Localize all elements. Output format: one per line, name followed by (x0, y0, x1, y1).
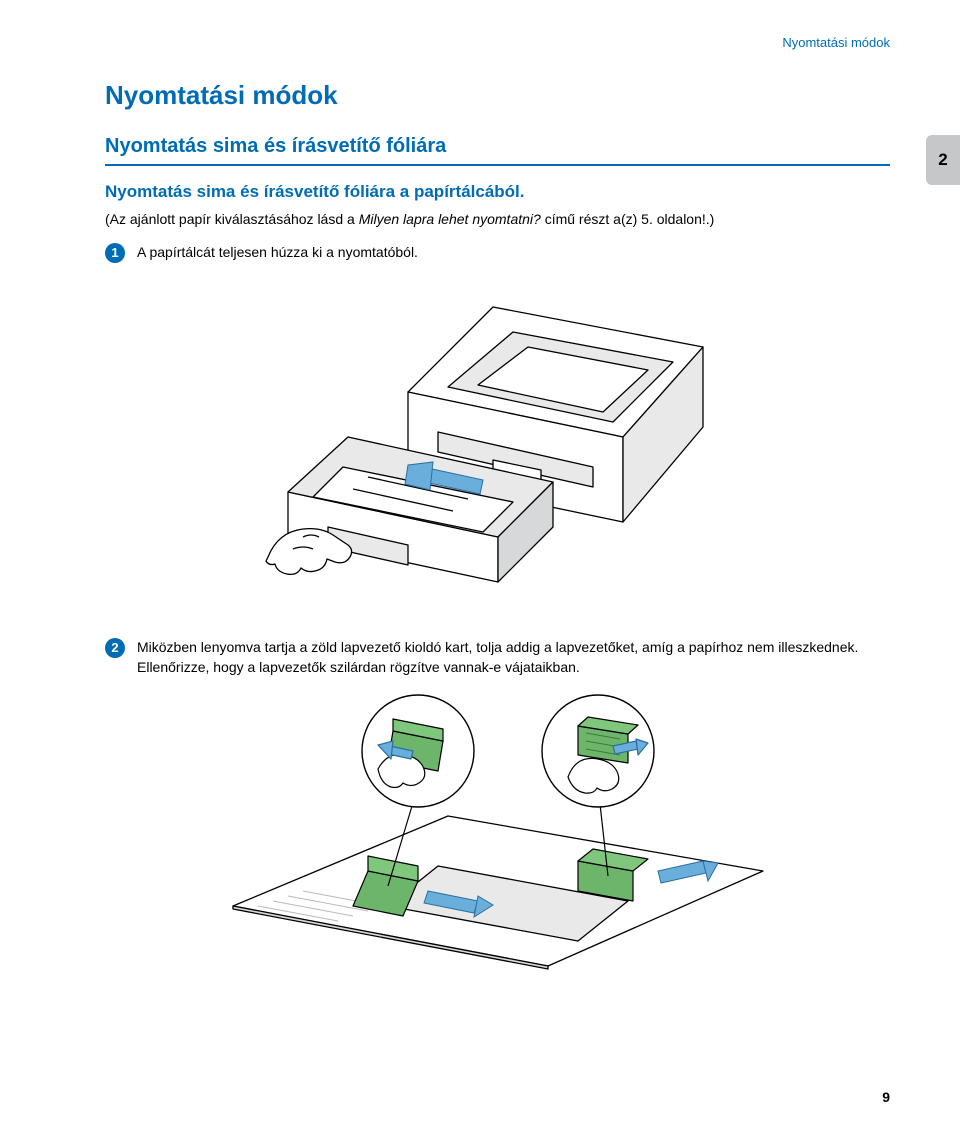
subsection-heading: Nyomtatás sima és írásvetítő fóliára a p… (105, 182, 890, 202)
step-bullet-2: 2 (105, 638, 125, 658)
page-number: 9 (882, 1089, 890, 1105)
intro-italic: Milyen lapra lehet nyomtatni? (359, 211, 541, 227)
guides-illustration (218, 691, 778, 971)
step-1-text: A papírtálcát teljesen húzza ki a nyomta… (137, 242, 418, 262)
printer-illustration (233, 277, 763, 607)
intro-paragraph: (Az ajánlott papír kiválasztásához lásd … (105, 210, 890, 230)
page-title: Nyomtatási módok (105, 80, 890, 111)
step-2-text: Miközben lenyomva tartja a zöld lapvezet… (137, 637, 890, 678)
intro-suffix: című részt a(z) 5. oldalon!.) (541, 211, 715, 227)
step-bullet-1: 1 (105, 243, 125, 263)
running-header: Nyomtatási módok (105, 35, 890, 50)
step-2: 2 Miközben lenyomva tartja a zöld lapvez… (105, 637, 890, 678)
figure-2-paper-guides (105, 691, 890, 971)
figure-1-printer-tray (105, 277, 890, 607)
step-1: 1 A papírtálcát teljesen húzza ki a nyom… (105, 242, 890, 263)
section-heading: Nyomtatás sima és írásvetítő fóliára (105, 135, 890, 166)
intro-prefix: (Az ajánlott papír kiválasztásához lásd … (105, 211, 359, 227)
chapter-tab: 2 (926, 135, 960, 185)
